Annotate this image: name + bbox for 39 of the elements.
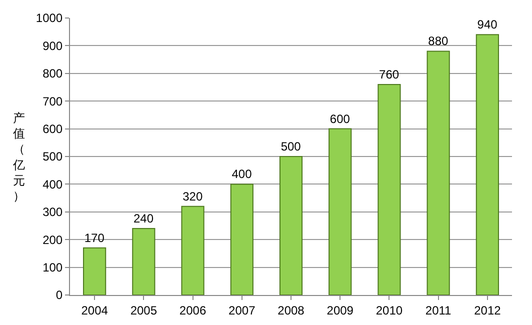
bar	[181, 206, 204, 295]
y-tick-label: 300	[42, 205, 63, 220]
data-label: 600	[330, 112, 350, 126]
x-tick-label: 2010	[376, 303, 403, 318]
x-tick-label: 2006	[179, 303, 206, 318]
bar	[328, 128, 352, 295]
x-tick-label: 2011	[425, 303, 452, 318]
y-tick-label: 600	[42, 122, 63, 136]
bar	[230, 184, 254, 295]
y-tick-label: 400	[42, 177, 63, 192]
bar	[476, 34, 499, 295]
bar	[378, 84, 401, 295]
x-tick-label: 2007	[228, 303, 256, 318]
y-tick-label: 0	[56, 288, 63, 302]
bar	[132, 228, 156, 295]
y-tick-label: 700	[42, 94, 63, 108]
x-tick-label: 2009	[326, 303, 354, 318]
bar	[279, 156, 303, 295]
y-tick-label: 800	[42, 66, 63, 81]
y-tick-label: 500	[42, 150, 63, 164]
y-tick-label: 1000	[36, 11, 63, 26]
data-label: 940	[477, 18, 498, 32]
bar	[426, 50, 450, 295]
x-tick-label: 2004	[81, 303, 108, 318]
y-tick-label: 200	[42, 232, 63, 247]
y-tick-label: 100	[42, 260, 63, 274]
x-tick-label: 2012	[474, 303, 502, 318]
data-label: 760	[379, 67, 400, 82]
y-axis-title: 产值（亿元）	[12, 111, 25, 203]
data-label: 170	[84, 230, 105, 245]
data-label: 320	[182, 189, 203, 204]
data-label: 400	[232, 167, 252, 182]
data-label: 880	[428, 34, 449, 48]
x-tick-label: 2005	[130, 303, 158, 318]
bar	[83, 247, 106, 295]
data-label: 500	[280, 140, 302, 154]
x-tick-label: 2008	[278, 303, 305, 318]
data-label: 240	[133, 212, 154, 226]
y-tick-label: 900	[42, 38, 63, 53]
